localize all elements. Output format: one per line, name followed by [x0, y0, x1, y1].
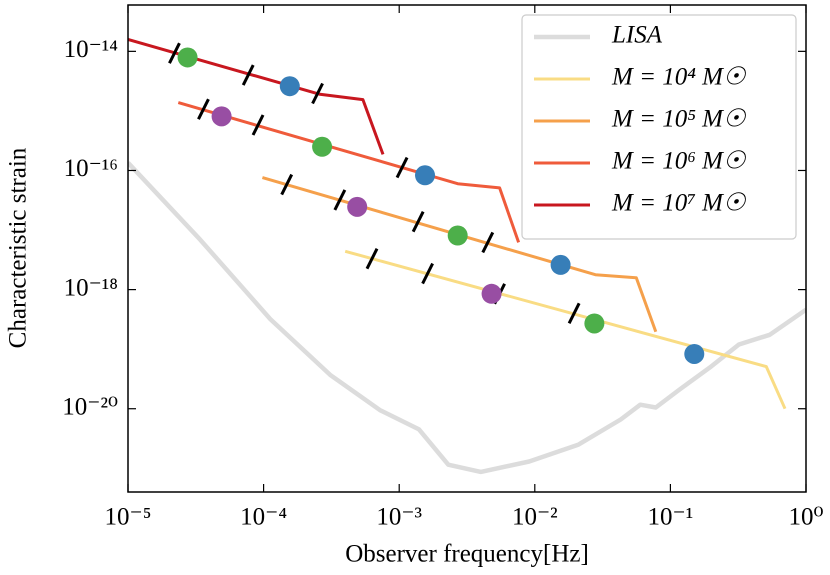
y-tick-label: 10⁻²⁰	[62, 393, 118, 420]
legend-label: M = 10⁵ M☉	[611, 106, 747, 133]
dash-marker	[280, 173, 294, 196]
x-tick-label: 10⁻²	[512, 504, 558, 531]
x-axis-label: Observer frequency[Hz]	[345, 541, 589, 568]
legend-label: M = 10⁴ M☉	[611, 64, 747, 91]
dot-marker	[684, 343, 705, 364]
dash-marker	[333, 189, 347, 211]
series-line	[128, 38, 385, 155]
dash-marker	[168, 42, 181, 64]
y-tick-label: 10⁻¹⁸	[64, 274, 118, 301]
legend-label: M = 10⁶ M☉	[611, 148, 747, 175]
legend-box	[521, 14, 797, 240]
dash-marker	[567, 302, 581, 324]
dash-marker	[251, 114, 265, 136]
plot-frame	[127, 4, 807, 493]
dash-marker	[421, 262, 434, 285]
dot-marker	[481, 283, 502, 304]
series-line	[344, 249, 787, 410]
dot-marker	[312, 136, 333, 157]
dash-marker	[411, 211, 425, 233]
dot-marker	[550, 254, 571, 275]
dash-marker	[197, 98, 210, 120]
dot-marker	[347, 196, 368, 217]
legend: LISA M = 10⁴ M☉ M = 10⁵ M☉ M = 10⁶ M☉ M = 10…	[521, 14, 797, 240]
legend-label: M = 10⁷ M☉	[611, 190, 747, 217]
plot-area	[128, 38, 806, 475]
x-tick-label: 10⁻³	[376, 504, 422, 531]
dot-marker	[584, 313, 605, 334]
x-tick-label: 10⁰	[788, 504, 823, 531]
dash-marker	[395, 156, 409, 179]
series-line	[261, 176, 658, 333]
series-line	[177, 101, 521, 243]
dash-marker	[311, 82, 324, 105]
dash-marker	[365, 248, 379, 270]
legend-label: LISA	[611, 22, 663, 49]
dash-marker	[481, 231, 495, 254]
dot-marker	[279, 76, 300, 97]
dash-marker	[241, 64, 255, 86]
dot-marker	[415, 165, 436, 186]
series-line	[128, 161, 806, 475]
x-tick-label: 10⁻⁴	[240, 504, 287, 531]
x-tick-label: 10⁻¹	[648, 504, 694, 531]
dot-marker	[211, 106, 232, 127]
x-tick-label: 10⁻⁵	[105, 504, 152, 531]
y-tick-label: 10⁻¹⁶	[64, 155, 118, 182]
dot-marker	[447, 225, 468, 246]
y-axis-label: Characteristic strain	[5, 147, 32, 348]
dot-marker	[177, 47, 198, 68]
y-tick-label: 10⁻¹⁴	[64, 36, 119, 63]
